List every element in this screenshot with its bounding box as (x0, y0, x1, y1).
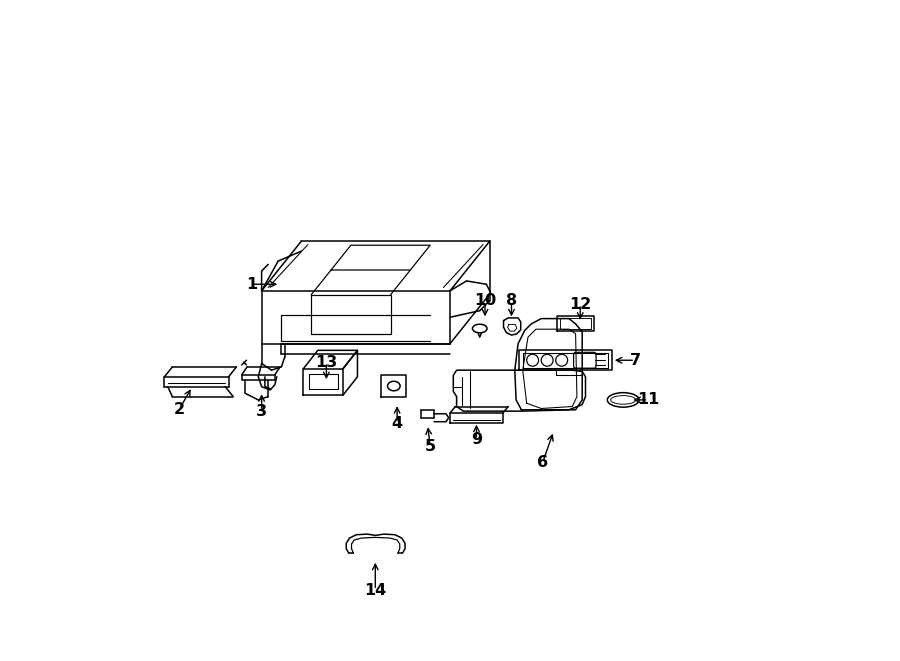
Text: 7: 7 (629, 353, 641, 368)
Text: 8: 8 (506, 293, 517, 308)
Text: 4: 4 (392, 416, 402, 430)
Text: 2: 2 (174, 403, 184, 417)
Text: 12: 12 (569, 297, 591, 311)
Text: 11: 11 (637, 393, 660, 407)
Text: 6: 6 (537, 455, 548, 470)
Text: 13: 13 (315, 355, 338, 369)
Text: 5: 5 (425, 439, 436, 453)
Text: 14: 14 (364, 583, 386, 598)
Text: 9: 9 (471, 432, 482, 447)
Text: 10: 10 (474, 293, 496, 308)
Text: 1: 1 (246, 277, 257, 292)
Text: 3: 3 (256, 404, 267, 418)
